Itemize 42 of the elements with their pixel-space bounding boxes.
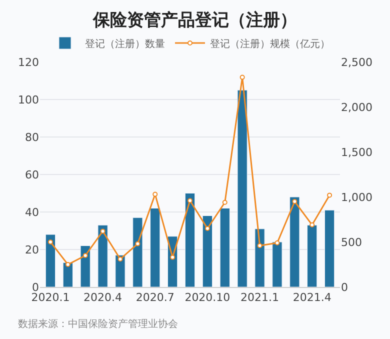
point (135, 241, 140, 246)
source-note: 数据来源：中国保险资产管理业协会 (18, 318, 178, 330)
y-tick-label: 120 (18, 56, 39, 69)
y2-tick-label: 2,500 (341, 56, 372, 69)
point (204, 226, 210, 231)
y-tick-label: 80 (25, 130, 39, 144)
point (65, 262, 70, 267)
point (240, 74, 245, 80)
y2-tick-label: 0 (341, 280, 348, 294)
legend-label: 登记（注册）规模（亿元） (210, 38, 330, 50)
y2-tick-label: 500 (341, 236, 362, 249)
point (152, 192, 158, 197)
y-tick-label: 0 (32, 280, 39, 294)
point (48, 240, 53, 244)
x-tick-label: 2020.10 (184, 291, 230, 304)
x-tick-label: 2021.4 (292, 291, 332, 304)
point (188, 198, 192, 204)
bar (115, 254, 126, 287)
y-tick-label: 60 (25, 168, 39, 182)
point (327, 192, 332, 198)
x-tick-label: 2020.7 (136, 291, 174, 304)
y-tick-label: 20 (25, 243, 39, 256)
x-tick-label: 2020.1 (31, 291, 70, 304)
point (82, 253, 88, 258)
point (310, 222, 315, 228)
legend-label: 登记（注册）数量 (85, 38, 165, 50)
point (222, 200, 228, 205)
y2-tick-label: 1,000 (341, 190, 372, 204)
y2-tick-label: 2,000 (341, 100, 372, 114)
chart-title: 保险资管产品登记（注册） (92, 10, 297, 30)
point (292, 199, 298, 204)
point (170, 254, 176, 260)
point (100, 228, 106, 234)
point (257, 243, 262, 248)
x-tick-label: 2020.4 (84, 291, 122, 304)
point (118, 256, 123, 262)
y-tick-label: 100 (18, 93, 39, 106)
x-tick-label: 2021.1 (240, 291, 280, 304)
y-tick-label: 40 (25, 206, 39, 219)
bar (62, 262, 73, 287)
y2-tick-label: 1,500 (341, 146, 372, 159)
point (274, 240, 280, 246)
